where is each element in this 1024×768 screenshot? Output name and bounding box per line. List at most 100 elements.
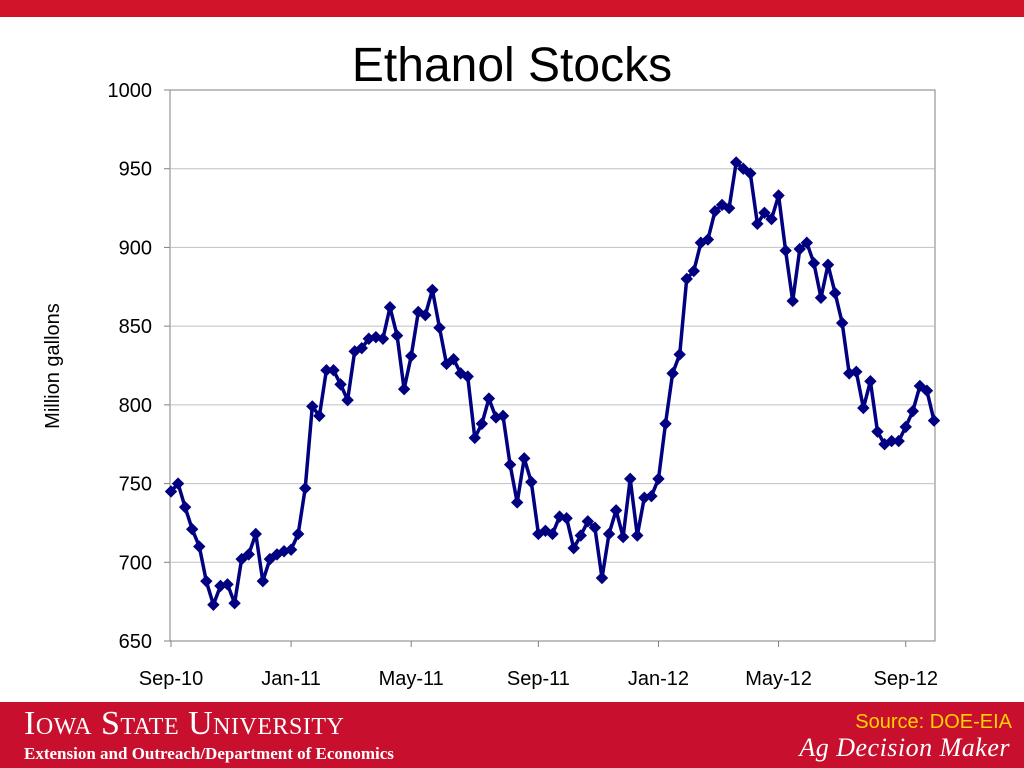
data-point [835, 316, 849, 330]
data-point [701, 233, 715, 246]
data-point [256, 574, 270, 588]
data-point [164, 485, 178, 498]
data-point [242, 548, 255, 561]
data-point [284, 543, 298, 556]
ethanol-stocks-chart: 650 700 750 800 850 900 950 1000 Sep-10 Jan-11 Ma… [42, 80, 941, 690]
y-tick-label: 650 [119, 631, 152, 653]
x-tick-label: Sep-12 [873, 668, 938, 690]
data-point [207, 598, 220, 611]
data-point [857, 401, 870, 415]
y-tick-label: 850 [119, 316, 152, 338]
x-tick-label: Jan-12 [628, 668, 689, 690]
data-point [906, 404, 920, 418]
data-point [567, 541, 580, 555]
y-tick-label: 950 [119, 159, 152, 181]
y-axis-ticks: 650 700 750 800 850 900 950 1000 [108, 80, 170, 653]
data-point [687, 264, 701, 278]
data-point [927, 414, 941, 427]
data-point [609, 504, 623, 517]
data-point [383, 301, 397, 314]
data-point [871, 425, 884, 438]
data-point [341, 393, 354, 407]
data-point [327, 364, 340, 377]
data-point [185, 523, 199, 536]
data-point [588, 521, 602, 534]
data-point [313, 409, 326, 423]
data-point [828, 286, 842, 300]
data-point [850, 365, 863, 379]
data-point [390, 329, 404, 342]
data-point [751, 217, 764, 231]
data-point [525, 475, 538, 489]
data-source: Source: DOE-EIA [855, 711, 1012, 733]
data-markers [164, 156, 941, 611]
data-point [737, 162, 750, 175]
data-point [631, 529, 644, 542]
y-axis-title: Million gallons [42, 303, 64, 429]
y-tick-label: 800 [119, 395, 152, 417]
data-point [221, 578, 234, 591]
y-tick-label: 700 [119, 552, 152, 574]
data-point [645, 489, 658, 503]
data-point [758, 206, 771, 220]
data-point [503, 458, 517, 471]
data-point [546, 527, 559, 541]
data-point [263, 552, 277, 566]
x-tick-label: Sep-11 [507, 668, 570, 690]
data-point [426, 283, 439, 297]
department-name: Extension and Outreach/Department of Eco… [24, 744, 394, 763]
data-point [574, 529, 587, 542]
x-tick-label: Jan-11 [261, 668, 321, 690]
data-point [864, 375, 877, 388]
data-point [334, 378, 347, 391]
y-tick-label: 900 [119, 237, 152, 259]
data-point [355, 341, 368, 355]
data-point [729, 156, 743, 169]
data-point [652, 472, 665, 486]
data-point [171, 477, 185, 490]
data-point [447, 352, 460, 366]
data-point [518, 452, 531, 465]
data-point [249, 527, 262, 541]
data-point [440, 357, 453, 371]
data-point [475, 417, 489, 430]
data-point [765, 212, 778, 226]
x-tick-label: May-12 [745, 668, 812, 690]
data-point [807, 256, 821, 270]
ag-decision-maker-brand: Ag Decision Maker [799, 733, 1010, 762]
data-point [920, 384, 934, 397]
data-point [722, 201, 736, 215]
data-point [496, 409, 510, 423]
data-point [482, 392, 496, 405]
data-point [659, 417, 672, 430]
data-point [397, 382, 411, 396]
data-point [306, 400, 319, 413]
university-wordmark: Iowa State University [24, 705, 345, 742]
y-tick-label: 1000 [108, 80, 153, 102]
y-tick-label: 750 [119, 474, 152, 496]
data-point [404, 349, 418, 363]
data-point [892, 434, 905, 448]
x-axis-ticks: Sep-10 Jan-11 May-11 Sep-11 Jan-12 May-12 Sep-… [139, 641, 938, 690]
data-point [821, 258, 835, 271]
data-point [616, 530, 630, 544]
data-point [595, 571, 609, 585]
data-point [461, 370, 474, 383]
data-point [581, 515, 595, 528]
gridlines [170, 168, 935, 563]
data-point [744, 167, 757, 180]
data-point [510, 496, 524, 509]
data-point [624, 472, 637, 486]
x-tick-label: May-11 [379, 668, 444, 690]
data-point [793, 242, 806, 256]
data-point [602, 527, 616, 541]
data-point [200, 574, 213, 588]
data-point [708, 205, 722, 218]
top-accent-bar [0, 0, 1024, 17]
data-point [178, 500, 192, 514]
data-point [786, 294, 799, 308]
data-point [772, 189, 785, 202]
data-point [376, 332, 390, 345]
data-point [235, 552, 248, 566]
data-point [433, 321, 446, 334]
